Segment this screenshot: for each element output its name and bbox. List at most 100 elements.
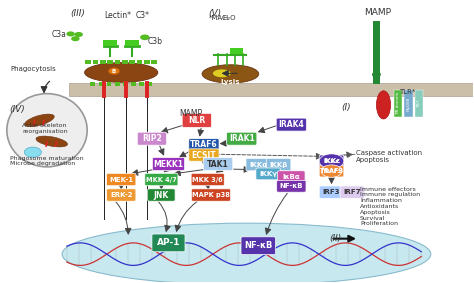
Text: MEK-1: MEK-1 xyxy=(109,177,133,183)
Bar xyxy=(230,48,243,54)
FancyBboxPatch shape xyxy=(278,171,305,183)
Text: JNK: JNK xyxy=(154,190,169,200)
Text: Lysis: Lysis xyxy=(213,35,232,44)
Text: MAMP: MAMP xyxy=(365,8,392,17)
Text: TRAF6: TRAF6 xyxy=(190,140,218,149)
Text: ECSIT: ECSIT xyxy=(191,151,216,160)
Ellipse shape xyxy=(62,223,431,283)
FancyBboxPatch shape xyxy=(266,158,291,171)
Text: NLR: NLR xyxy=(188,116,205,125)
Bar xyxy=(123,82,128,86)
Text: C3a: C3a xyxy=(52,30,67,39)
Text: IKKβ: IKKβ xyxy=(269,162,288,168)
Text: Caspase activation
Apoptosis: Caspase activation Apoptosis xyxy=(356,150,422,163)
FancyBboxPatch shape xyxy=(277,180,306,192)
Text: TIR domain: TIR domain xyxy=(396,92,400,115)
Circle shape xyxy=(140,35,150,40)
Text: IRF3: IRF3 xyxy=(323,189,340,195)
Bar xyxy=(92,59,98,64)
FancyBboxPatch shape xyxy=(256,168,281,180)
Bar xyxy=(394,90,402,117)
Text: TRIF: TRIF xyxy=(417,99,421,108)
Text: IRF7: IRF7 xyxy=(344,189,361,195)
Bar xyxy=(99,82,103,86)
Text: C3*: C3* xyxy=(136,10,149,20)
Text: NF-κB: NF-κB xyxy=(280,183,303,189)
Text: NF-κB: NF-κB xyxy=(244,241,273,250)
Text: Phagosome maturation
Microbe degradation: Phagosome maturation Microbe degradation xyxy=(10,156,84,166)
FancyBboxPatch shape xyxy=(340,186,365,198)
Text: (II): (II) xyxy=(329,234,341,243)
Text: *MAC: *MAC xyxy=(209,15,228,21)
Text: IKKγ: IKKγ xyxy=(259,171,277,177)
Text: Lysis: Lysis xyxy=(220,79,240,85)
Text: IKKε: IKKε xyxy=(324,159,339,164)
Bar xyxy=(404,90,413,117)
Text: IRAK4: IRAK4 xyxy=(279,120,304,129)
FancyBboxPatch shape xyxy=(191,173,224,186)
Bar xyxy=(103,40,118,46)
Circle shape xyxy=(24,147,41,157)
Bar xyxy=(85,59,91,64)
Text: AP-1: AP-1 xyxy=(157,238,180,247)
FancyBboxPatch shape xyxy=(137,132,166,145)
FancyBboxPatch shape xyxy=(153,158,184,170)
Text: TRAF3: TRAF3 xyxy=(322,169,341,173)
Circle shape xyxy=(319,154,344,169)
Text: B: B xyxy=(112,68,116,74)
Text: TRAF3: TRAF3 xyxy=(319,168,344,174)
Bar xyxy=(69,83,474,96)
FancyBboxPatch shape xyxy=(276,118,307,131)
Text: MyD88: MyD88 xyxy=(407,96,410,111)
Ellipse shape xyxy=(376,91,391,119)
FancyBboxPatch shape xyxy=(189,139,219,151)
Circle shape xyxy=(109,68,120,74)
Text: Lectin*: Lectin* xyxy=(105,10,132,20)
Bar xyxy=(137,59,142,64)
Bar xyxy=(125,40,139,46)
Ellipse shape xyxy=(25,114,54,127)
FancyBboxPatch shape xyxy=(152,234,185,252)
Bar xyxy=(152,59,157,64)
Text: MKK 4/7: MKK 4/7 xyxy=(146,177,177,183)
Bar xyxy=(100,59,106,64)
FancyBboxPatch shape xyxy=(189,149,219,161)
Ellipse shape xyxy=(202,65,259,83)
Text: MEKK1: MEKK1 xyxy=(154,160,183,169)
Text: IκBα: IκBα xyxy=(283,174,300,180)
FancyBboxPatch shape xyxy=(145,173,178,186)
Text: MAMP: MAMP xyxy=(179,109,202,118)
Ellipse shape xyxy=(84,63,158,82)
Text: C3b: C3b xyxy=(147,37,162,46)
Text: IKKα: IKKα xyxy=(249,162,267,168)
FancyBboxPatch shape xyxy=(319,155,344,168)
Bar xyxy=(91,82,95,86)
Text: (I): (I) xyxy=(341,104,351,112)
FancyBboxPatch shape xyxy=(107,189,136,201)
Circle shape xyxy=(74,32,83,37)
Bar xyxy=(147,82,152,86)
Text: (IV): (IV) xyxy=(9,105,25,114)
Text: RIP2: RIP2 xyxy=(142,134,162,143)
Circle shape xyxy=(71,36,80,41)
FancyBboxPatch shape xyxy=(227,132,257,145)
FancyBboxPatch shape xyxy=(319,186,344,198)
Bar xyxy=(139,82,144,86)
FancyBboxPatch shape xyxy=(241,237,275,255)
Ellipse shape xyxy=(36,136,67,147)
Text: (III): (III) xyxy=(71,9,85,18)
Text: MKK 3/6: MKK 3/6 xyxy=(192,177,223,183)
Text: H₂O: H₂O xyxy=(223,15,237,21)
Text: TAK1: TAK1 xyxy=(207,160,229,169)
Text: IRAK1: IRAK1 xyxy=(229,134,255,143)
FancyBboxPatch shape xyxy=(191,189,231,201)
Bar xyxy=(415,90,423,117)
Bar xyxy=(131,82,136,86)
FancyBboxPatch shape xyxy=(148,189,175,201)
Bar xyxy=(373,21,380,84)
Circle shape xyxy=(321,165,342,177)
Text: Actin skeleton
reorganisation: Actin skeleton reorganisation xyxy=(22,123,68,134)
Circle shape xyxy=(66,31,75,37)
FancyBboxPatch shape xyxy=(107,173,136,186)
Text: (V): (V) xyxy=(209,9,222,18)
